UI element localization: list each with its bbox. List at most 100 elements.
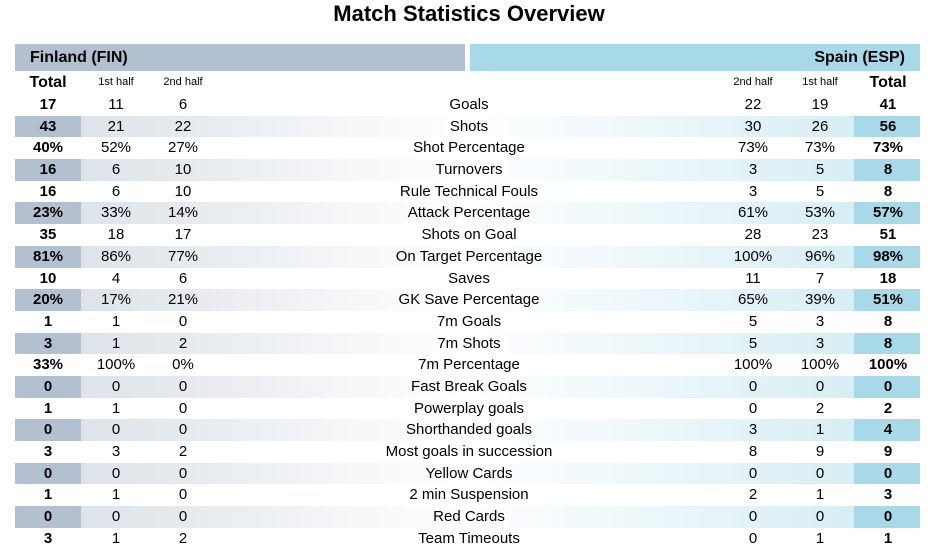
left-first-half-value: 6 [111, 182, 121, 200]
right-first-half-value: 7 [815, 269, 825, 287]
right-first-half-value: 1 [815, 421, 825, 439]
stat-row: 81% 86% 77% On Target Percentage 100% 96% 98% [0, 245, 938, 268]
stat-label: Goals [449, 96, 489, 113]
team-header-spain: Spain (ESP) [470, 44, 920, 71]
right-second-half-header: 2nd half [733, 76, 773, 88]
right-second-half-value: 5 [748, 312, 758, 330]
left-total-value: 3 [43, 334, 53, 352]
row-shade-left [15, 506, 465, 528]
right-second-half-value: 8 [748, 443, 758, 460]
right-first-half-value: 1 [815, 529, 825, 547]
stat-label: Shorthanded goals [406, 421, 532, 439]
left-second-half-value: 0% [172, 356, 194, 374]
right-total-value: 1 [883, 529, 893, 547]
row-shade-right [465, 289, 920, 311]
left-second-half-value: 0 [178, 312, 188, 330]
left-total-value: 1 [43, 399, 53, 417]
right-second-half-value: 22 [744, 96, 762, 113]
stat-label: Rule Technical Fouls [399, 182, 539, 200]
row-shade-right [465, 202, 920, 225]
right-first-half-value: 73% [804, 139, 836, 157]
left-total-value: 0 [43, 377, 53, 395]
stat-row: 20% 17% 21% GK Save Percentage 65% 39% 51% [0, 289, 938, 311]
right-total-value: 57% [872, 204, 904, 222]
right-second-half-value: 61% [737, 204, 769, 222]
left-second-half-value: 21% [167, 291, 199, 309]
left-second-half-value: 17 [174, 226, 192, 244]
left-total-value: 17 [39, 96, 57, 113]
left-total-value: 33% [32, 356, 64, 374]
left-first-half-value: 0 [111, 377, 121, 395]
right-second-half-value: 5 [748, 334, 758, 352]
stat-row: 17 11 6 Goals 22 19 41 [0, 94, 938, 116]
right-second-half-value: 0 [748, 399, 758, 417]
row-shade-right [465, 332, 920, 355]
right-first-half-value: 26 [811, 117, 829, 135]
stat-label: Red Cards [433, 508, 505, 526]
left-first-half-value: 17% [100, 291, 132, 309]
right-first-half-value: 2 [815, 399, 825, 417]
right-total-value: 51% [872, 291, 904, 309]
left-total-value: 81% [32, 247, 64, 265]
right-second-half-value: 3 [748, 161, 758, 179]
left-total-value: 0 [43, 421, 53, 439]
page-title: Match Statistics Overview [333, 1, 605, 26]
right-first-half-value: 5 [815, 182, 825, 200]
left-second-half-value: 0 [178, 464, 188, 482]
row-shade-right [465, 245, 920, 268]
left-second-half-value: 10 [174, 161, 192, 179]
right-total-value: 8 [883, 312, 893, 330]
stat-row: 1 1 0 Powerplay goals 0 2 2 [0, 398, 938, 420]
stat-row: 40% 52% 27% Shot Percentage 73% 73% 73% [0, 137, 938, 159]
stat-label: Saves [448, 269, 490, 287]
stat-row: 33% 100% 0% 7m Percentage 100% 100% 100% [0, 354, 938, 376]
stat-label: Shots on Goal [421, 226, 517, 244]
left-total-value: 35 [39, 226, 57, 244]
team-header-finland: Finland (FIN) [15, 44, 465, 71]
right-total-value: 18 [879, 269, 897, 287]
stat-row: 3 3 2 Most goals in succession 8 9 9 [0, 441, 938, 463]
left-first-half-value: 1 [111, 312, 121, 330]
left-total-value: 1 [43, 312, 53, 330]
right-first-half-value: 9 [815, 443, 825, 460]
left-first-half-value: 0 [111, 421, 121, 439]
right-second-half-value: 28 [744, 226, 762, 244]
row-shade-right [465, 419, 920, 441]
right-total-value: 9 [883, 443, 893, 460]
stat-label: Fast Break Goals [411, 377, 527, 395]
right-second-half-value: 3 [748, 421, 758, 439]
left-total-value: 20% [32, 291, 64, 309]
left-second-half-value: 6 [178, 96, 188, 113]
left-first-half-value: 1 [111, 334, 121, 352]
left-total-value: 16 [39, 182, 57, 200]
left-second-half-value: 77% [167, 247, 199, 265]
right-first-half-value: 5 [815, 161, 825, 179]
left-first-half-value: 100% [96, 356, 136, 374]
row-shade-right [465, 462, 920, 485]
left-total-value: 0 [43, 464, 53, 482]
left-first-half-value: 1 [111, 486, 121, 504]
right-second-half-value: 0 [748, 377, 758, 395]
left-total-value: 3 [43, 529, 53, 547]
right-total-value: 3 [883, 486, 893, 504]
left-second-half-value: 0 [178, 486, 188, 504]
left-total-value: 3 [43, 443, 53, 460]
right-second-half-value: 0 [748, 529, 758, 547]
stat-row: 16 6 10 Turnovers 3 5 8 [0, 159, 938, 181]
left-total-value: 40% [32, 139, 64, 157]
right-total-value: 0 [883, 464, 893, 482]
right-second-half-value: 100% [733, 247, 773, 265]
stat-row: 0 0 0 Yellow Cards 0 0 0 [0, 462, 938, 485]
stat-label: 7m Shots [437, 334, 501, 352]
stat-row: 3 1 2 Team Timeouts 0 1 1 [0, 528, 938, 550]
right-total-value: 0 [883, 508, 893, 526]
left-second-half-value: 27% [167, 139, 199, 157]
row-shade-right [465, 115, 920, 138]
stat-label: Powerplay goals [413, 399, 525, 417]
right-first-half-value: 0 [815, 508, 825, 526]
left-second-half-value: 0 [178, 421, 188, 439]
stat-row: 0 0 0 Red Cards 0 0 0 [0, 506, 938, 528]
right-total-value: 41 [879, 96, 897, 113]
left-first-half-value: 11 [108, 96, 124, 113]
right-first-half-value: 19 [811, 96, 829, 113]
